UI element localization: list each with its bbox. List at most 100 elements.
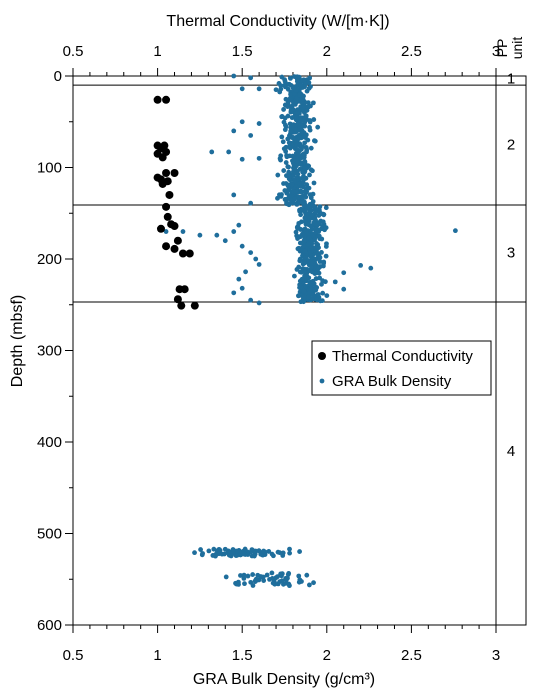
gra-bulk-density-point [280, 139, 286, 145]
gra-bulk-density-point [452, 228, 458, 234]
gra-bulk-density-point [303, 228, 309, 234]
gra-bulk-density-point [238, 573, 243, 578]
gra-bulk-density-point [296, 220, 302, 226]
gra-bulk-density-point [245, 573, 251, 579]
gra-bulk-density-point [286, 176, 292, 181]
gra-bulk-density-point [299, 189, 305, 195]
gra-bulk-density-point [245, 552, 251, 557]
gra-bulk-density-point [279, 192, 284, 197]
gra-bulk-density-point [300, 169, 306, 175]
gra-bulk-density-point [253, 576, 259, 582]
gra-bulk-density-point [267, 577, 272, 582]
gra-bulk-density-point [307, 127, 313, 133]
gra-bulk-density-point [298, 299, 304, 305]
thermal-conductivity-point [173, 236, 182, 245]
gra-bulk-density-point [302, 166, 308, 171]
gra-bulk-density-point [236, 581, 241, 587]
gra-bulk-density-point [332, 279, 338, 285]
gra-bulk-density-point [287, 145, 293, 151]
top-tick-label: 1 [153, 43, 161, 60]
gra-bulk-density-point [275, 574, 280, 580]
gra-bulk-density-point [306, 275, 312, 281]
gra-bulk-density-point [299, 579, 304, 584]
gra-bulk-density-point [308, 223, 314, 229]
gra-bulk-density-point [301, 238, 307, 243]
gra-bulk-density-point [302, 140, 308, 146]
gra-bulk-density-point [301, 288, 307, 294]
gra-bulk-density-point [297, 282, 303, 288]
gra-bulk-density-point [283, 160, 289, 165]
gra-bulk-density-point [295, 226, 300, 231]
gra-bulk-density-point [368, 265, 374, 271]
gra-bulk-density-point [311, 117, 317, 122]
gra-bulk-density-point [306, 185, 312, 191]
thermal-conductivity-point [173, 295, 182, 304]
gra-bulk-density-point [239, 86, 245, 92]
gra-bulk-density-point [286, 164, 291, 170]
gra-bulk-density-point [226, 149, 232, 155]
gra-bulk-density-point [286, 169, 292, 175]
pp-header-line2: unit [509, 37, 525, 60]
gra-bulk-density-point [294, 233, 300, 239]
gra-bulk-density-point [298, 83, 303, 88]
y-tick-label: 200 [37, 251, 62, 268]
gra-bulk-density-point [303, 194, 309, 200]
gra-bulk-density-point [312, 286, 318, 292]
gra-bulk-density-point [291, 84, 297, 90]
gra-bulk-density-point [317, 255, 323, 260]
bottom-tick-label: 2.5 [401, 647, 422, 664]
gra-bulk-density-point [300, 105, 306, 110]
gra-bulk-density-point [358, 263, 364, 268]
gra-bulk-density-point [249, 547, 255, 553]
gra-bulk-density-point [297, 293, 303, 298]
gra-bulk-density-point [297, 258, 303, 264]
gra-bulk-density-point [288, 197, 294, 203]
gra-bulk-density-point [308, 286, 314, 292]
gra-bulk-density-point [285, 187, 291, 193]
gra-bulk-density-point [316, 270, 322, 276]
y-axis-title: Depth (mbsf) [9, 295, 26, 387]
gra-bulk-density-point [303, 113, 309, 119]
thermal-conductivity-point [180, 285, 189, 294]
y-tick-label: 500 [37, 526, 62, 543]
bottom-tick-label: 2 [323, 647, 331, 664]
gra-bulk-density-point [297, 143, 302, 149]
gra-bulk-density-point [307, 75, 313, 81]
gra-bulk-density-point [223, 574, 229, 580]
gra-bulk-density-point [248, 133, 254, 138]
gra-bulk-density-point [307, 282, 313, 288]
gra-bulk-density-point [304, 107, 310, 113]
gra-bulk-density-point [321, 261, 327, 266]
gra-bulk-density-point [248, 250, 254, 255]
gra-bulk-density-point [200, 551, 205, 556]
gra-bulk-density-point [301, 151, 307, 157]
gra-bulk-density-point [306, 235, 312, 241]
gra-bulk-density-point [278, 83, 284, 89]
gra-bulk-density-point [248, 297, 254, 303]
gra-bulk-density-point [290, 135, 296, 140]
gra-bulk-density-point [279, 114, 285, 119]
gra-bulk-density-point [287, 550, 293, 556]
gra-bulk-density-point [315, 292, 321, 297]
gra-bulk-density-point [304, 88, 310, 94]
gra-bulk-density-point [217, 547, 223, 553]
pp-unit-label: 1 [507, 71, 515, 88]
gra-bulk-density-point [291, 157, 297, 163]
gra-bulk-density-point [296, 152, 301, 158]
gra-bulk-density-point [243, 269, 248, 275]
gra-bulk-density-point [310, 168, 315, 174]
gra-bulk-density-point [231, 128, 237, 134]
gra-bulk-density-point [313, 209, 319, 215]
thermal-conductivity-point [162, 242, 171, 251]
gra-bulk-density-point [303, 284, 309, 289]
gra-bulk-density-point [241, 575, 247, 581]
gra-bulk-density-point [239, 156, 245, 162]
y-tick-label: 400 [37, 434, 62, 451]
gra-bulk-density-point [210, 553, 216, 558]
gra-bulk-density-point [286, 140, 292, 146]
gra-bulk-density-point [313, 229, 319, 235]
gra-bulk-density-point [297, 269, 303, 275]
gra-bulk-density-point [273, 87, 279, 93]
gra-bulk-density-point [311, 580, 316, 586]
